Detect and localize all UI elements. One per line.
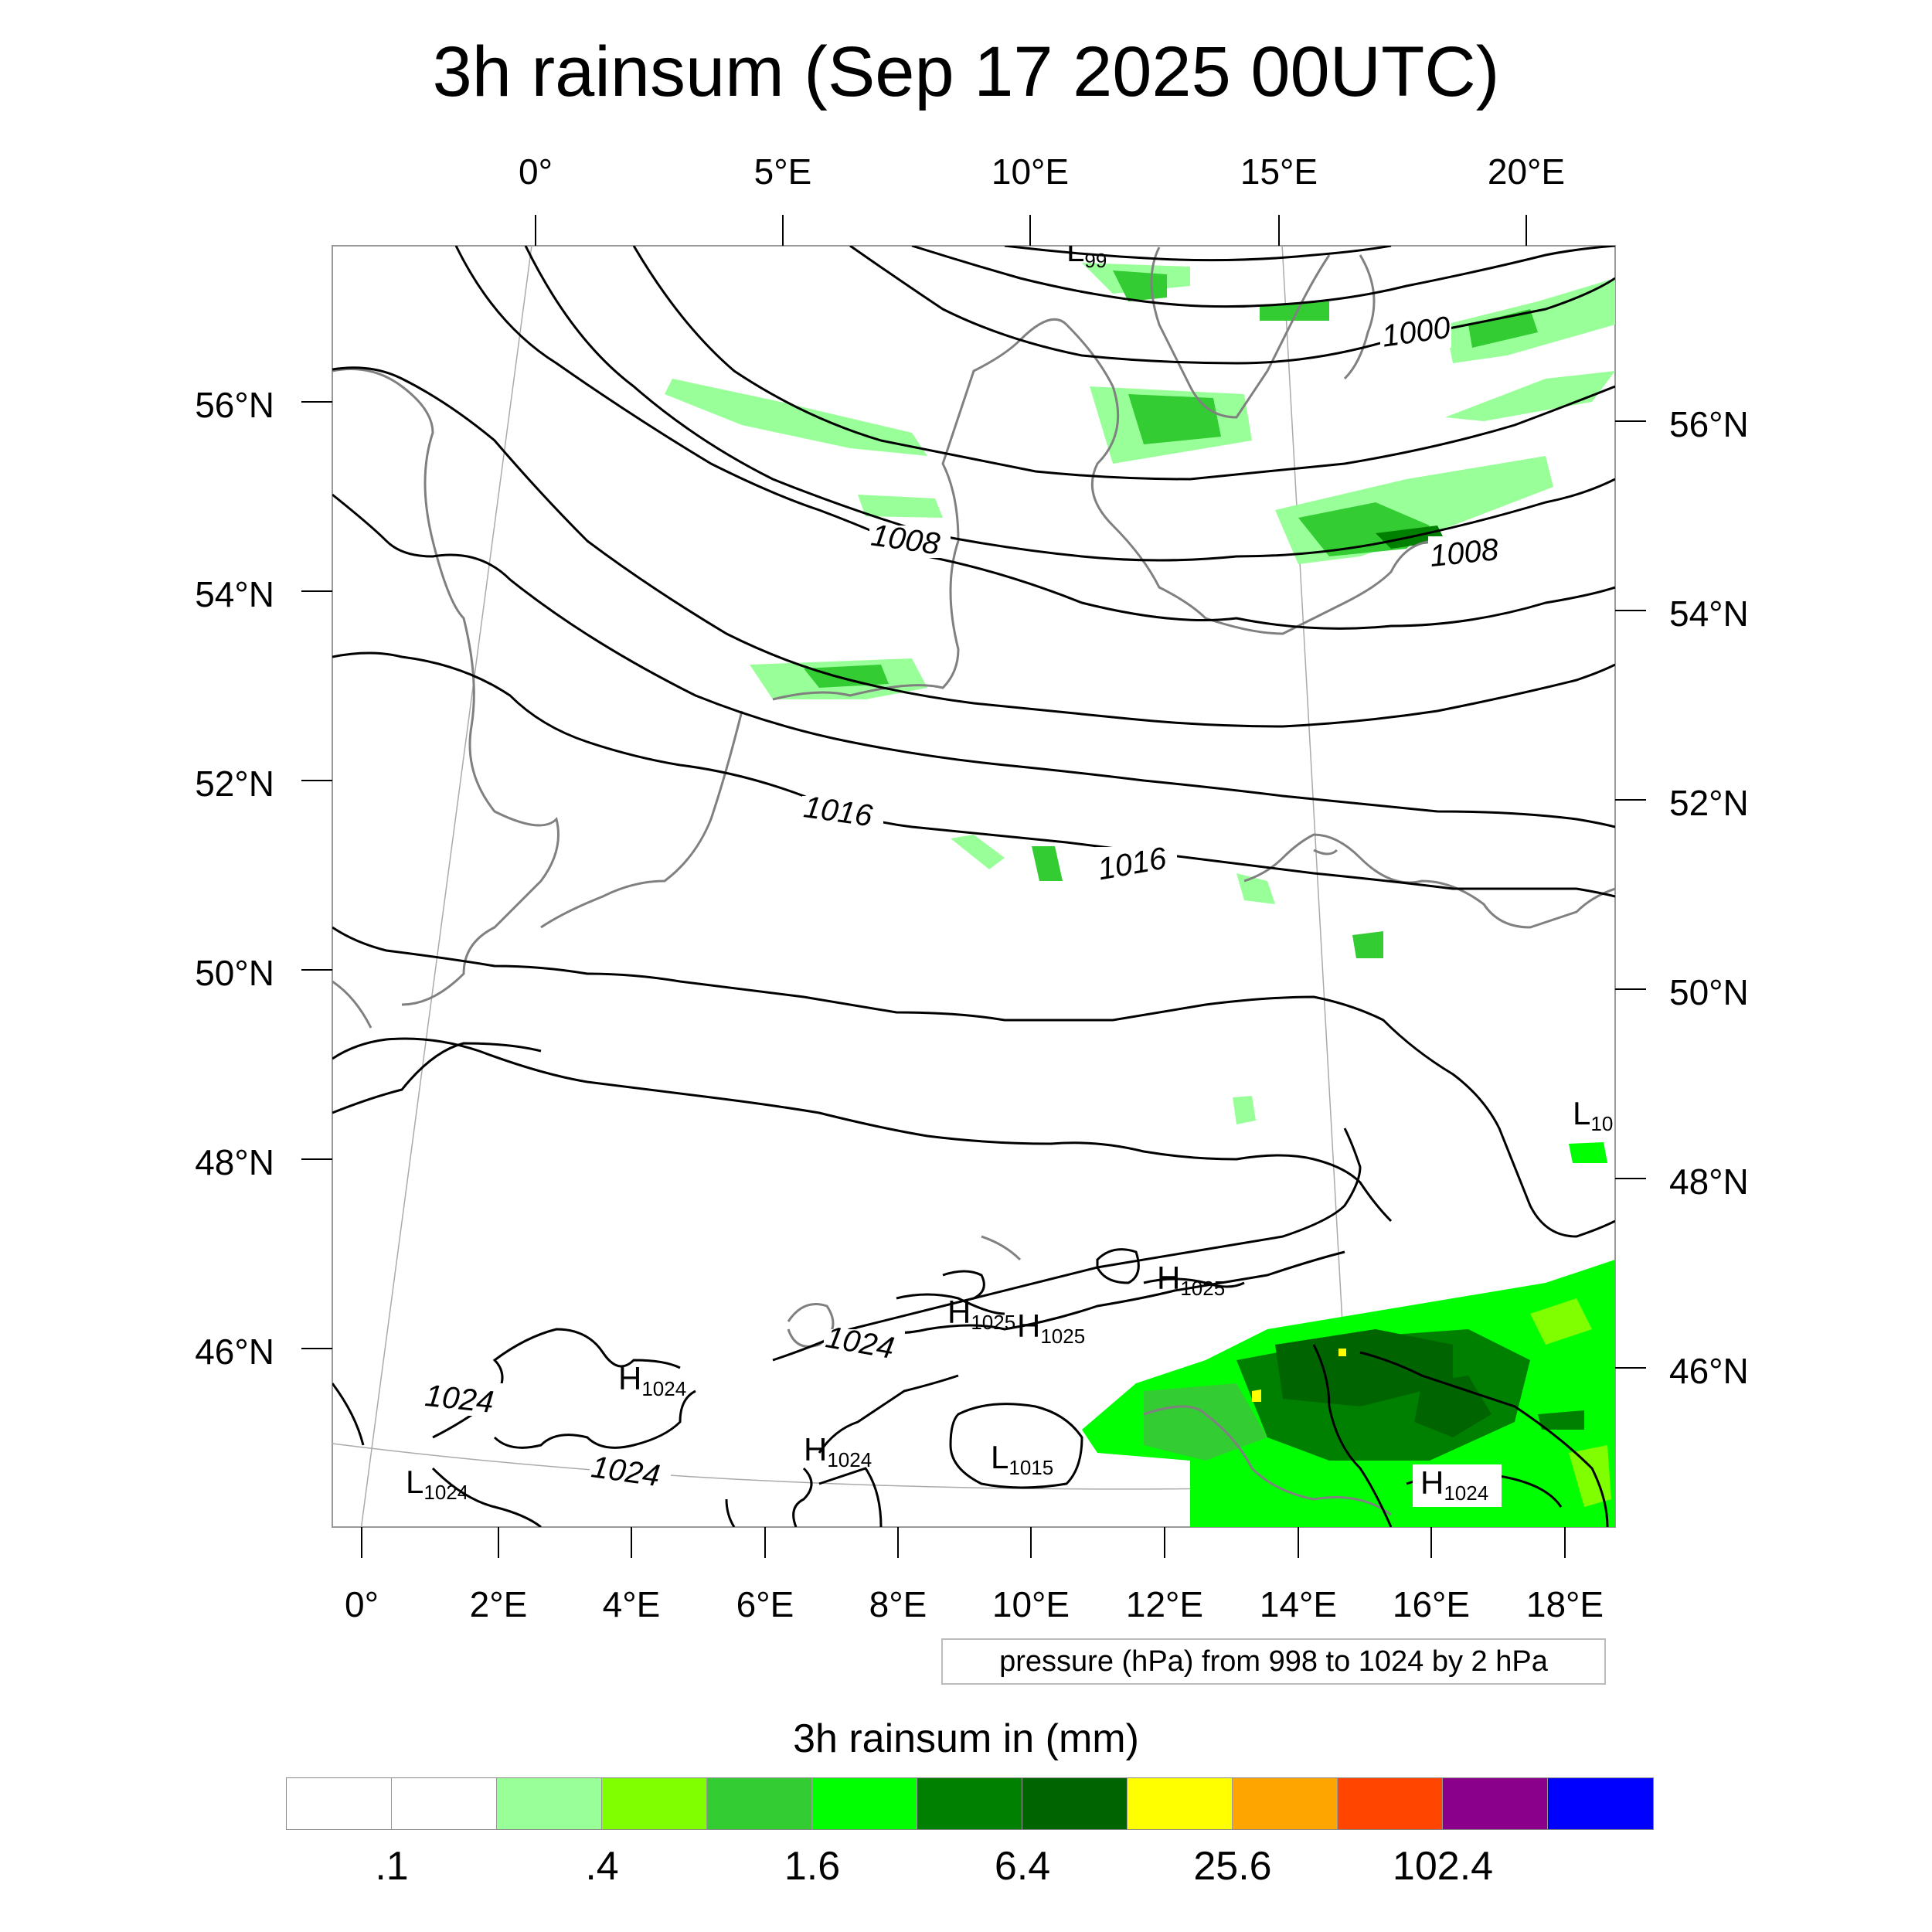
- left-axis: [301, 401, 332, 1349]
- right-axis-label: 46°N: [1669, 1351, 1749, 1391]
- colorbar-tick-label: 1.6: [784, 1844, 841, 1889]
- right-axis-label: 48°N: [1669, 1162, 1749, 1202]
- colorbar: [286, 1777, 1654, 1830]
- bottom-axis-label: 12°E: [1126, 1584, 1203, 1624]
- colorbar-tick-label: .4: [585, 1844, 619, 1889]
- bottom-axis: [361, 1527, 1566, 1558]
- bottom-axis-label: 16°E: [1393, 1584, 1470, 1624]
- bottom-axis-label: 8°E: [869, 1584, 927, 1624]
- colorbar-swatch: [1548, 1778, 1653, 1829]
- pressure-center-label: H1025: [947, 1294, 1015, 1334]
- contour-info-label: pressure (hPa) from 998 to 1024 by 2 hPa: [941, 1638, 1606, 1685]
- isobar-labels: 1000 1008 1008 1016 1016 1024 1024 1024: [423, 311, 1509, 1493]
- pressure-center-label: H1025: [1017, 1308, 1085, 1348]
- colorbar-swatch: [497, 1778, 602, 1829]
- pressure-center-label: H1024: [1420, 1464, 1488, 1505]
- colorbar-tick-label: .1: [375, 1844, 409, 1889]
- bottom-axis-label: 0°: [345, 1584, 379, 1624]
- pressure-center-label: H1024: [804, 1431, 872, 1471]
- left-axis-label: 54°N: [195, 574, 274, 614]
- colorbar-swatch: [1233, 1778, 1338, 1829]
- left-axis-label: 52°N: [195, 764, 274, 804]
- colorbar-swatch: [392, 1778, 497, 1829]
- left-axis-label: 46°N: [195, 1332, 274, 1372]
- pressure-center-label: L99: [1066, 232, 1107, 272]
- bottom-axis-label: 10°E: [992, 1584, 1070, 1624]
- pressure-center-label: H1025: [1157, 1260, 1225, 1300]
- bottom-axis-label: 14°E: [1260, 1584, 1337, 1624]
- right-axis: [1615, 420, 1646, 1369]
- top-axis-label: 10°E: [992, 151, 1069, 192]
- colorbar-swatch: [602, 1778, 707, 1829]
- pressure-center-label: L10: [1573, 1095, 1613, 1135]
- left-axis-label: 48°N: [195, 1142, 274, 1182]
- colorbar-swatch: [1338, 1778, 1443, 1829]
- isobar-label: 1008: [1428, 532, 1501, 573]
- colorbar-title: 3h rainsum in (mm): [793, 1716, 1139, 1761]
- pressure-center-label: L1015: [991, 1439, 1053, 1479]
- colorbar-tick-labels: .1 .4 1.6 6.4 25.6 102.4: [0, 1843, 1932, 1897]
- right-axis-label: 54°N: [1669, 594, 1749, 634]
- rain-areas: [665, 263, 1615, 1527]
- bottom-axis-label: 18°E: [1526, 1584, 1604, 1624]
- left-axis-label: 56°N: [195, 385, 274, 425]
- top-axis-label: 5°E: [754, 151, 812, 192]
- bottom-axis-label: 6°E: [736, 1584, 794, 1624]
- right-axis-label: 50°N: [1669, 972, 1749, 1012]
- top-axis-label: 20°E: [1488, 151, 1565, 192]
- colorbar-swatch: [812, 1778, 917, 1829]
- colorbar-swatch: [917, 1778, 1022, 1829]
- pressure-centers: L99 L10 H1025 H1025 H1025 H1024 H1024 L1…: [406, 232, 1613, 1507]
- top-axis: [535, 215, 1527, 246]
- right-axis-label: 52°N: [1669, 783, 1749, 823]
- colorbar-swatch: [1443, 1778, 1548, 1829]
- left-axis-label: 50°N: [195, 953, 274, 993]
- bottom-axis-label: 2°E: [470, 1584, 528, 1624]
- pressure-center-label: L1024: [406, 1464, 468, 1504]
- map-content: L99 L10 H1025 H1025 H1025 H1024 H1024 L1…: [332, 232, 1615, 1527]
- coastlines: [332, 247, 1615, 1516]
- colorbar-swatch: [287, 1778, 392, 1829]
- right-axis-label: 56°N: [1669, 404, 1749, 444]
- map-title: 3h rainsum (Sep 17 2025 00UTC): [432, 32, 1500, 111]
- top-axis-label: 0°: [519, 151, 553, 192]
- pressure-center-label: H1024: [618, 1360, 686, 1400]
- top-axis-label: 15°E: [1240, 151, 1318, 192]
- isobar-label: 1024: [423, 1379, 495, 1420]
- colorbar-swatch: [707, 1778, 812, 1829]
- bottom-axis-label: 4°E: [603, 1584, 661, 1624]
- colorbar-swatch: [1022, 1778, 1128, 1829]
- colorbar-tick-label: 102.4: [1392, 1844, 1494, 1889]
- colorbar-tick-label: 6.4: [994, 1844, 1051, 1889]
- colorbar-tick-label: 25.6: [1193, 1844, 1272, 1889]
- colorbar-swatch: [1128, 1778, 1233, 1829]
- isobars: [332, 246, 1615, 1527]
